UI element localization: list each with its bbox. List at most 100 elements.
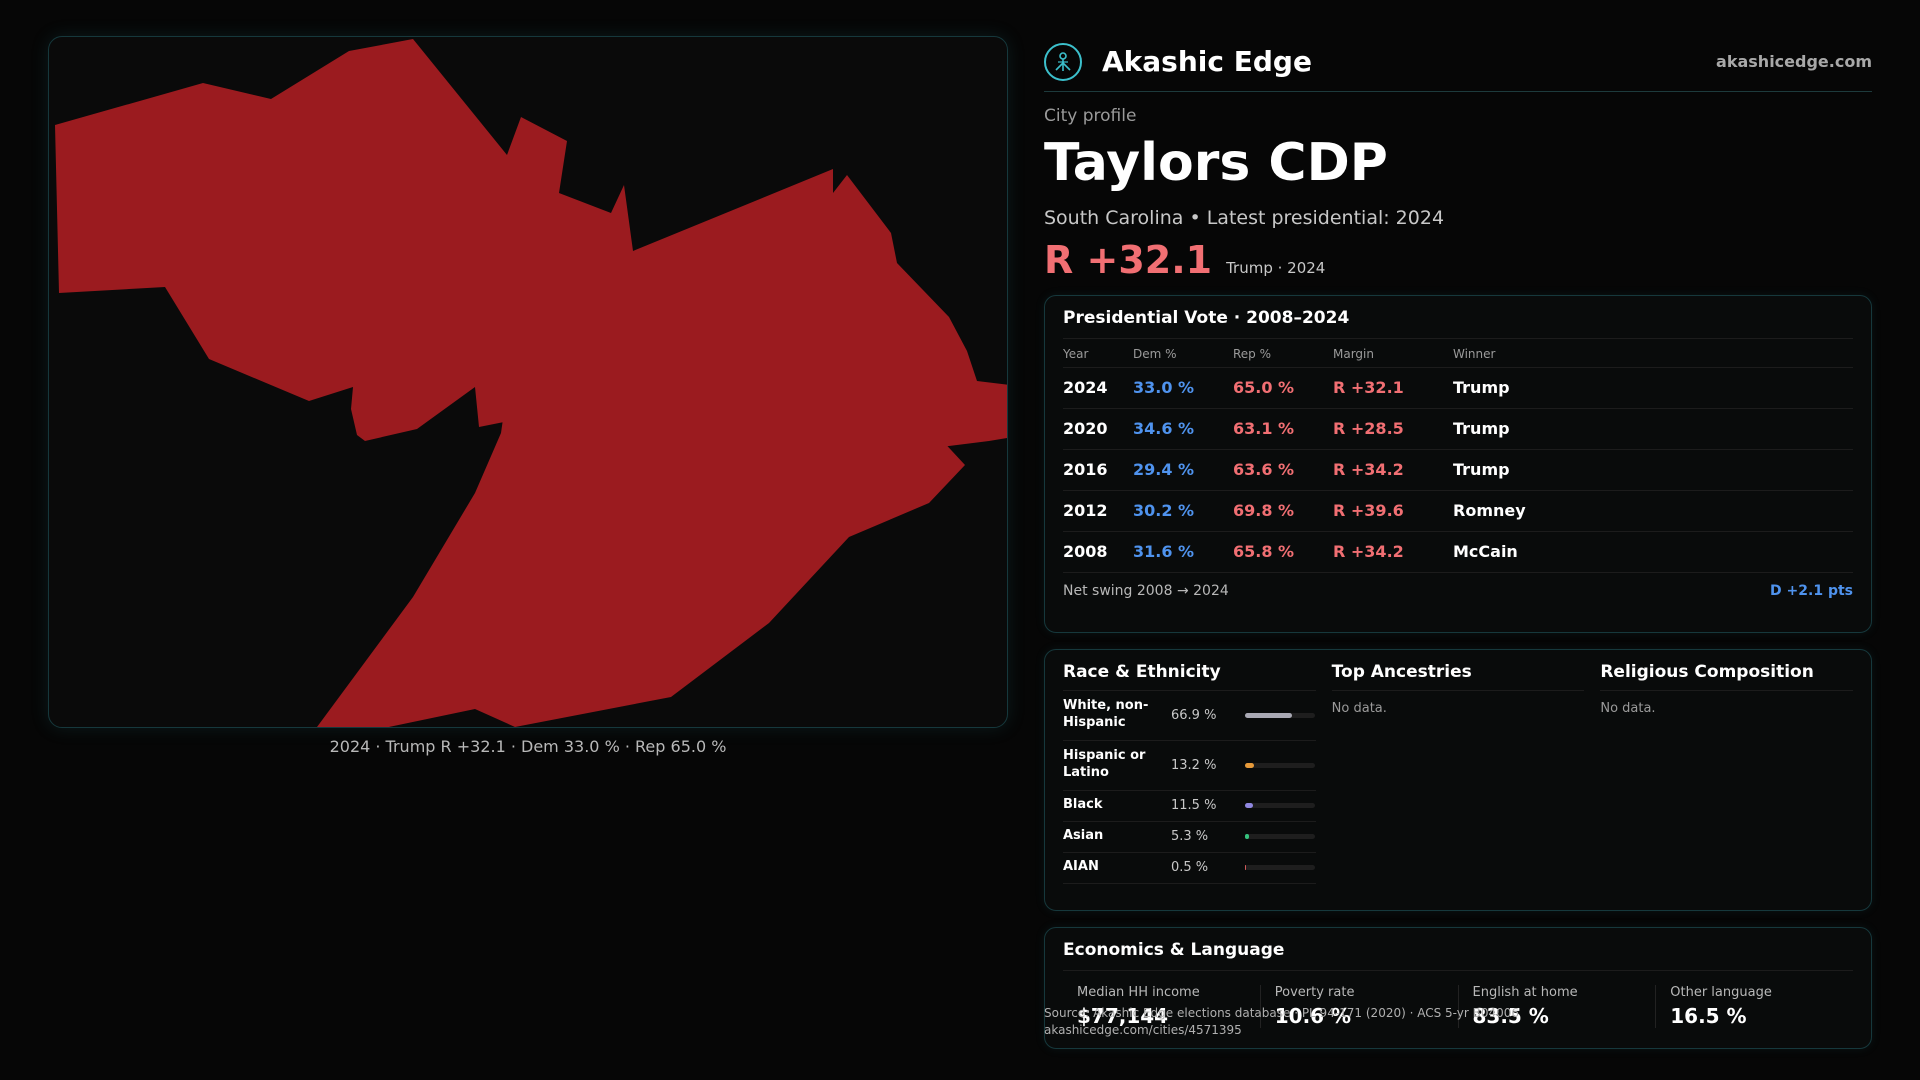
row-winner: Trump <box>1453 367 1853 409</box>
religion-section: Religious Composition No data. <box>1600 662 1854 900</box>
econ-value: $77,144 <box>1077 1003 1169 1028</box>
latest-margin-meta: Trump · 2024 <box>1226 258 1326 277</box>
net-swing-row: Net swing 2008 → 2024 D +2.1 pts <box>1063 583 1853 599</box>
race-label: Asian <box>1063 828 1104 844</box>
race-row: AIAN 0.5 % <box>1063 853 1316 884</box>
brand-url-link[interactable]: akashicedge.com <box>1716 52 1872 71</box>
row-rep: 65.0 % <box>1233 367 1333 409</box>
city-boundary-map <box>55 39 1008 728</box>
race-bar <box>1245 834 1315 840</box>
vote-card-title: Presidential Vote · 2008–2024 <box>1063 308 1853 339</box>
page-kicker: City profile <box>1044 106 1137 126</box>
row-margin: R +34.2 <box>1333 531 1453 573</box>
latest-margin-value: R +32.1 <box>1044 237 1213 282</box>
race-label: Hispanic or Latino <box>1063 748 1146 781</box>
race-title: Race & Ethnicity <box>1063 662 1316 691</box>
vote-table-header: Year Dem % Rep % Margin Winner <box>1063 338 1853 368</box>
economics-grid: Median HH income $77,144 Poverty rate 10… <box>1063 984 1853 1028</box>
row-winner: Trump <box>1453 449 1853 491</box>
race-pct: 66.9 % <box>1171 707 1217 723</box>
row-margin: R +32.1 <box>1333 367 1453 409</box>
race-label: Black <box>1063 797 1103 813</box>
row-year: 2016 <box>1063 449 1133 491</box>
col-rep: Rep % <box>1233 338 1333 368</box>
row-dem: 31.6 % <box>1133 531 1233 573</box>
map-card <box>48 36 1008 728</box>
race-label: White, non-Hispanic <box>1063 698 1149 731</box>
source-url-link[interactable]: akashicedge.com/cities/4571395 <box>1044 1023 1242 1038</box>
race-ethnicity-section: Race & Ethnicity White, non-Hispanic 66.… <box>1063 662 1316 900</box>
brand-header: Akashic Edge akashicedge.com <box>1044 36 1872 92</box>
religion-title: Religious Composition <box>1600 662 1854 691</box>
race-bar <box>1245 803 1315 809</box>
race-row: Black 11.5 % <box>1063 791 1316 822</box>
race-pct: 13.2 % <box>1171 757 1217 773</box>
vote-table: Year Dem % Rep % Margin Winner 2024 33.0… <box>1063 338 1853 573</box>
economics-card: Economics & Language Median HH income $7… <box>1044 926 1872 1049</box>
econ-value: 83.5 % <box>1472 1003 1549 1028</box>
econ-label: English at home <box>1472 984 1578 1000</box>
page-subtitle: South Carolina • Latest presidential: 20… <box>1044 206 1445 229</box>
religion-nodata: No data. <box>1600 700 1656 716</box>
page-title: Taylors CDP <box>1044 133 1388 193</box>
race-pct: 0.5 % <box>1171 860 1209 876</box>
row-dem: 34.6 % <box>1133 408 1233 450</box>
ancestry-nodata: No data. <box>1331 700 1387 716</box>
econ-cell: English at home 83.5 % <box>1457 984 1656 1028</box>
headline-margin: R +32.1 Trump · 2024 <box>1044 241 1872 279</box>
econ-label: Poverty rate <box>1274 984 1355 1000</box>
row-year: 2012 <box>1063 490 1133 532</box>
city-boundary-shape[interactable] <box>55 39 1008 728</box>
row-margin: R +34.2 <box>1333 449 1453 491</box>
col-dem: Dem % <box>1133 338 1233 368</box>
econ-label: Median HH income <box>1077 984 1200 1000</box>
col-year: Year <box>1063 338 1133 368</box>
econ-cell: Other language 16.5 % <box>1655 984 1853 1028</box>
row-winner: McCain <box>1453 531 1853 573</box>
demographics-card: Race & Ethnicity White, non-Hispanic 66.… <box>1044 648 1872 911</box>
race-bar-fill <box>1245 762 1255 768</box>
row-dem: 30.2 % <box>1133 490 1233 532</box>
row-dem: 29.4 % <box>1133 449 1233 491</box>
row-rep: 65.8 % <box>1233 531 1333 573</box>
row-year: 2008 <box>1063 531 1133 573</box>
econ-cell: Poverty rate 10.6 % <box>1259 984 1458 1028</box>
row-winner: Romney <box>1453 490 1853 532</box>
tree-icon[interactable] <box>1044 42 1082 81</box>
row-dem: 33.0 % <box>1133 367 1233 409</box>
row-rep: 63.1 % <box>1233 408 1333 450</box>
race-bar-fill <box>1245 712 1292 718</box>
source-citation: Source: Akashic Edge elections database … <box>1044 1006 1520 1020</box>
row-rep: 63.6 % <box>1233 449 1333 491</box>
race-row: Hispanic or Latino 13.2 % <box>1063 741 1316 791</box>
race-label: AIAN <box>1063 859 1099 875</box>
econ-value: 10.6 % <box>1274 1003 1352 1028</box>
brand-name[interactable]: Akashic Edge <box>1102 45 1312 78</box>
race-bar <box>1245 762 1315 768</box>
col-winner: Winner <box>1453 338 1853 368</box>
table-row: 2016 29.4 % 63.6 % R +34.2 Trump <box>1063 449 1853 491</box>
ancestries-section: Top Ancestries No data. <box>1331 662 1585 900</box>
race-row: White, non-Hispanic 66.9 % <box>1063 691 1316 741</box>
map-caption: 2024 · Trump R +32.1 · Dem 33.0 % · Rep … <box>329 737 727 756</box>
col-margin: Margin <box>1333 338 1453 368</box>
race-bar-fill <box>1245 834 1249 840</box>
race-row: Asian 5.3 % <box>1063 822 1316 853</box>
race-pct: 11.5 % <box>1171 798 1217 814</box>
table-row: 2012 30.2 % 69.8 % R +39.6 Romney <box>1063 490 1853 532</box>
race-bar <box>1245 865 1315 871</box>
econ-value: 16.5 % <box>1670 1003 1747 1028</box>
race-pct: 5.3 % <box>1171 829 1209 845</box>
ancestry-title: Top Ancestries <box>1331 662 1585 691</box>
race-bar <box>1245 712 1315 718</box>
row-rep: 69.8 % <box>1233 490 1333 532</box>
race-bar-fill <box>1245 803 1254 809</box>
row-year: 2020 <box>1063 408 1133 450</box>
net-swing-label: Net swing 2008 → 2024 <box>1063 582 1229 599</box>
source-footer: Source: Akashic Edge elections database … <box>1044 1005 1519 1040</box>
econ-label: Other language <box>1670 984 1772 1000</box>
row-winner: Trump <box>1453 408 1853 450</box>
row-margin: R +28.5 <box>1333 408 1453 450</box>
table-row: 2008 31.6 % 65.8 % R +34.2 McCain <box>1063 531 1853 573</box>
economics-title: Economics & Language <box>1063 940 1853 971</box>
